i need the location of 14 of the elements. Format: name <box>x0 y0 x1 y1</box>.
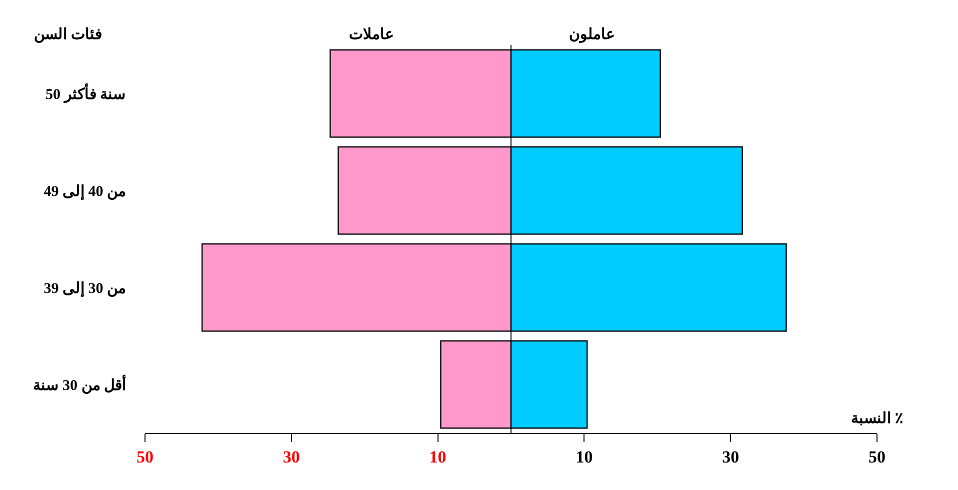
y-tick-label: أقل من 30 سنة <box>32 374 126 394</box>
x-axis-title: النسبة ٪ <box>851 411 903 427</box>
x-tick-label: 50 <box>136 447 154 466</box>
series-label: عاملون <box>569 27 615 43</box>
series-label: عاملات <box>349 27 394 43</box>
y-axis-title: فئات السن <box>34 27 102 43</box>
y-tick-label: من 30 إلى 39 <box>44 280 126 297</box>
x-tick-label: 30 <box>722 447 740 466</box>
x-tick-label: 50 <box>868 447 886 466</box>
x-tick-label: 30 <box>282 447 300 466</box>
y-tick-label: من 40 إلى 49 <box>44 184 126 200</box>
x-tick-label: 10 <box>429 447 446 466</box>
y-tick-label: 50 سنة فأكثر <box>46 82 126 103</box>
x-tick-label: 10 <box>576 447 593 466</box>
